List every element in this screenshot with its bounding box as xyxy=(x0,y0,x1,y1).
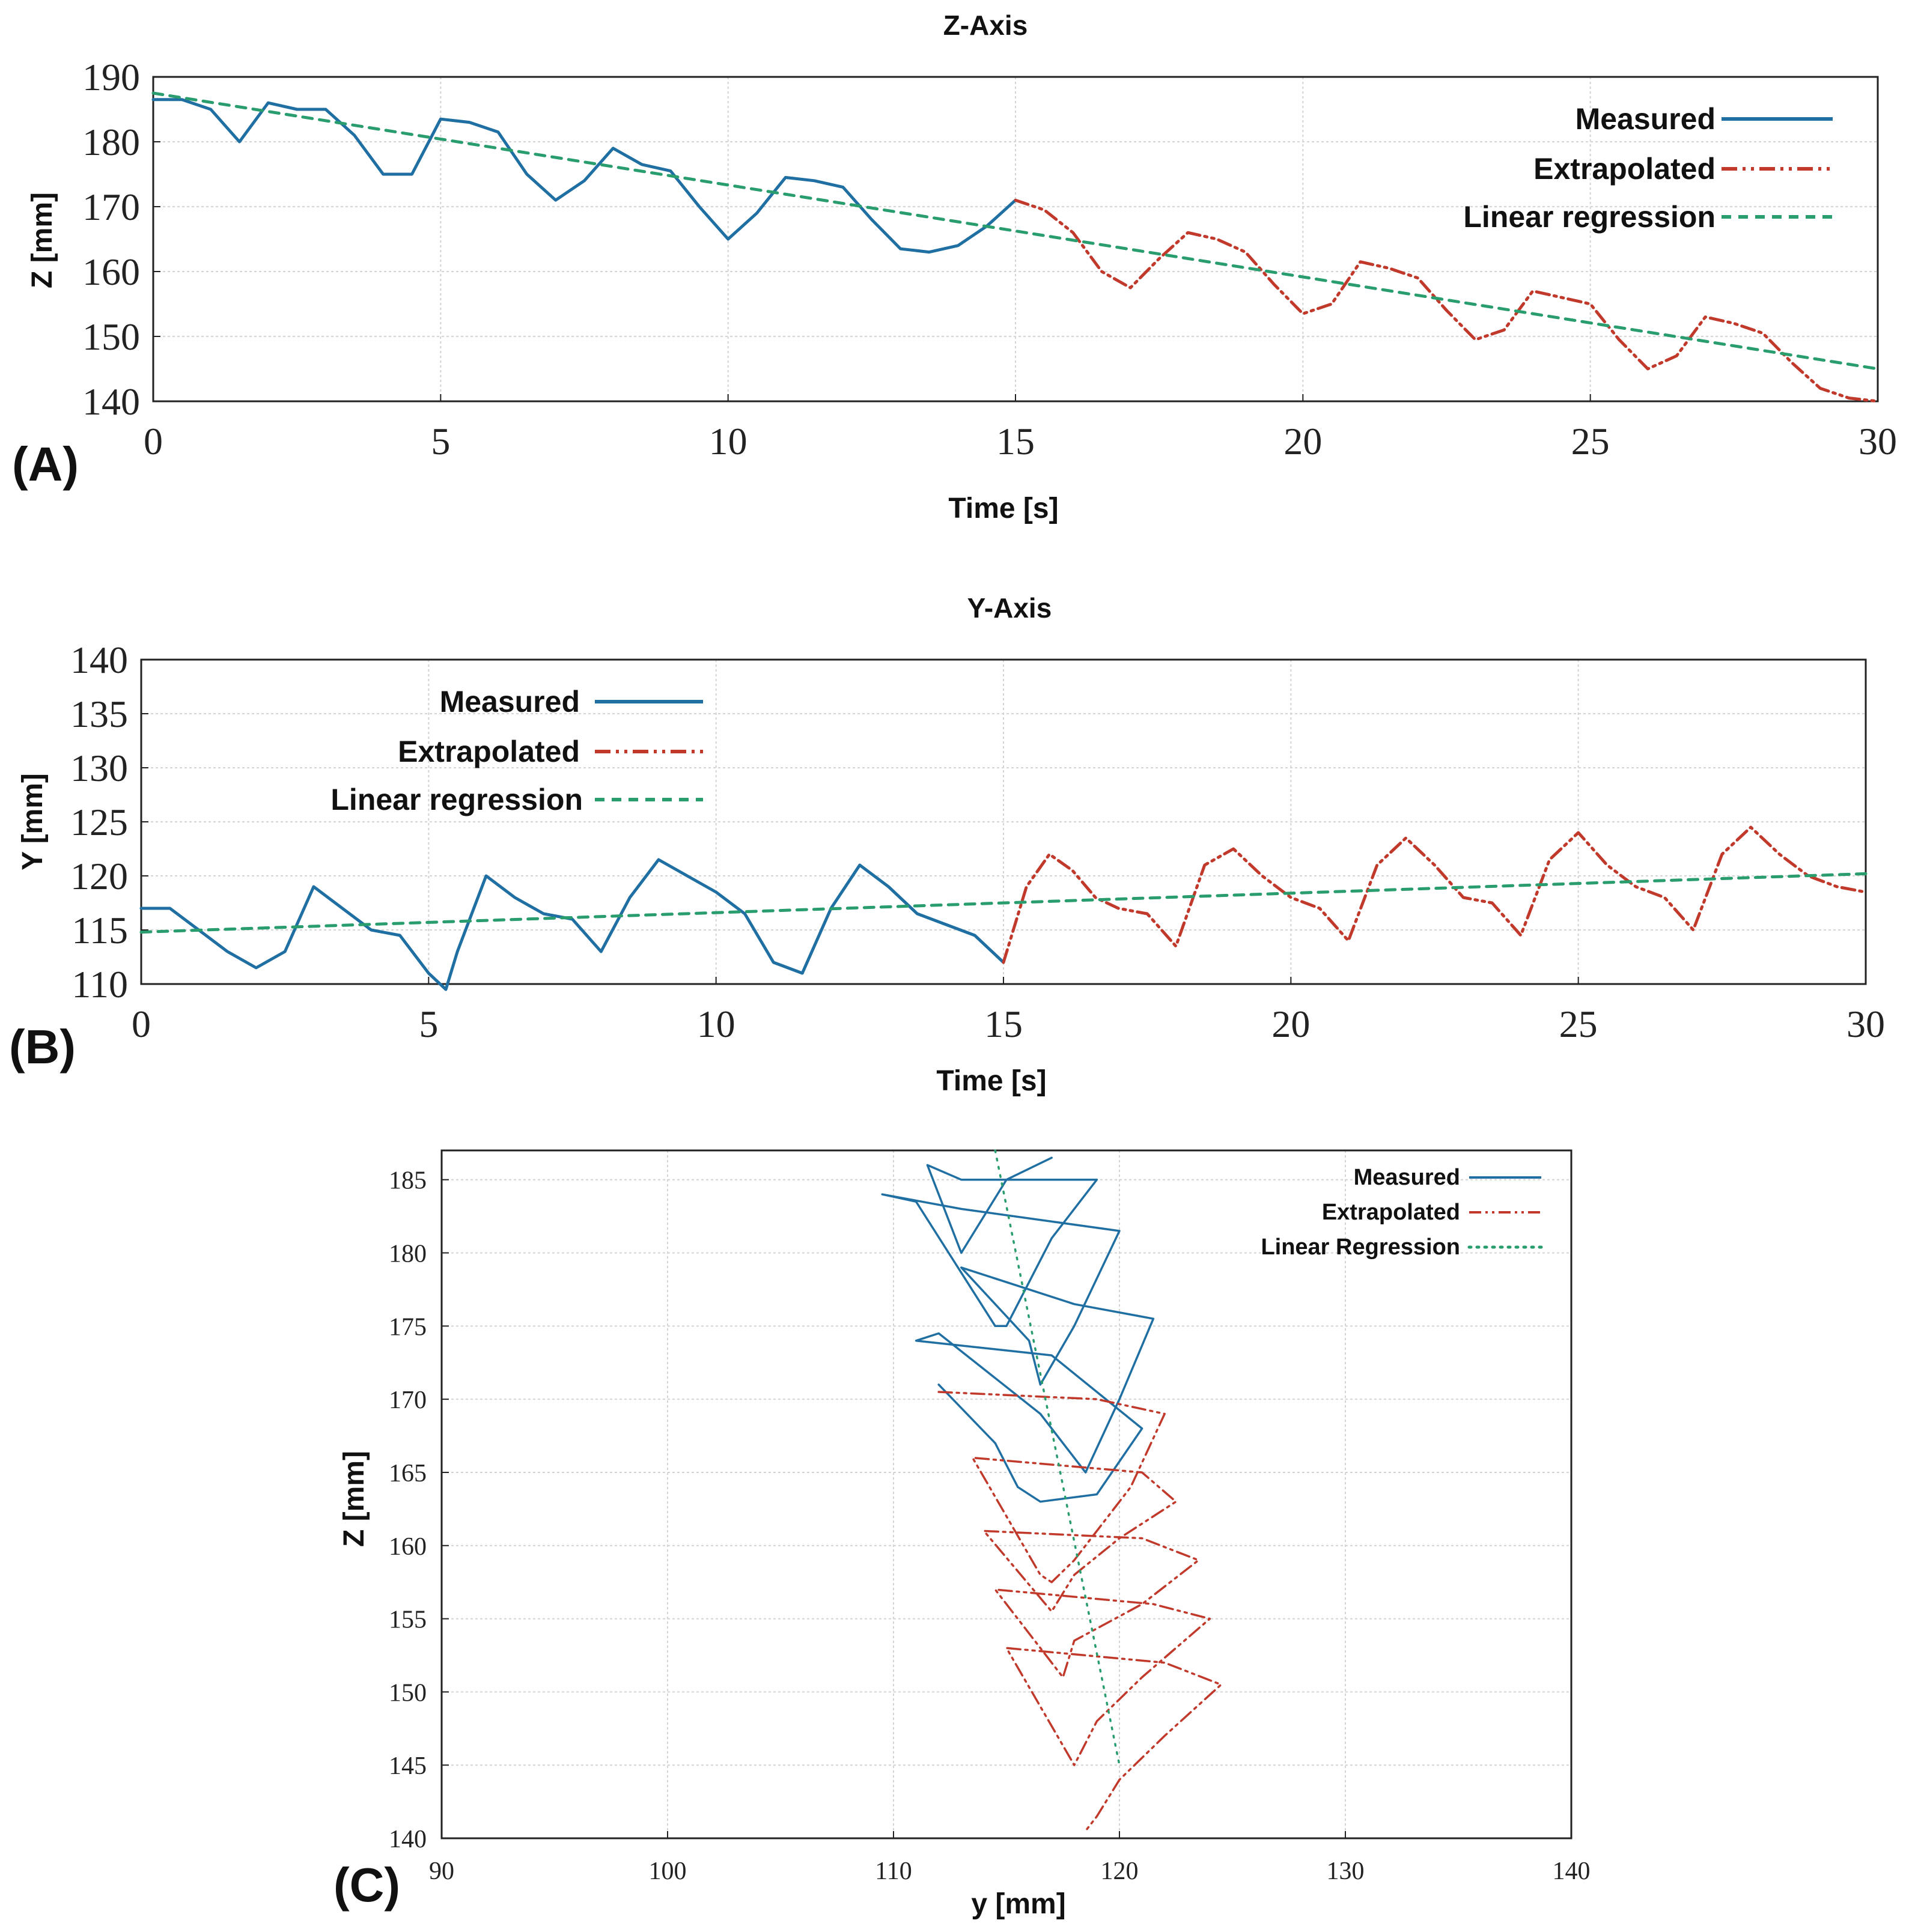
panel-c-y-tick-label: 170 xyxy=(389,1387,427,1414)
panel-a-x-tick-label: 5 xyxy=(431,420,450,463)
panel-b-legend-measured: Measured xyxy=(440,685,580,718)
panel-b-title: Y-Axis xyxy=(967,592,1052,624)
panel-a-y-axis-label: Z [mm] xyxy=(26,192,58,288)
panel-c-x-tick-label: 140 xyxy=(1553,1858,1591,1885)
panel-c-series-linear-regression xyxy=(994,1149,1121,1766)
panel-c-y-tick-label: 150 xyxy=(389,1679,427,1707)
panel-a-x-tick-label: 10 xyxy=(709,420,747,463)
panel-c-x-tick-label: 120 xyxy=(1101,1858,1139,1885)
panel-b-y-tick-label: 140 xyxy=(70,639,128,681)
panel-b-y-axis-chart: Y-Axis 0 5 10 15 20 25 30 110 115 120 125 130 135 14… xyxy=(9,592,1885,1097)
panel-b-x-tick-label: 5 xyxy=(419,1003,438,1045)
panel-b-x-tick-label: 15 xyxy=(984,1003,1023,1045)
panel-a-series-extrapolated xyxy=(1014,198,1880,403)
panel-b-legend-extrapolated: Extrapolated xyxy=(398,735,580,768)
panel-c-y-tick-label: 140 xyxy=(389,1826,427,1853)
panel-b-x-tick-label: 0 xyxy=(132,1003,151,1045)
panel-b-legend: Measured Extrapolated Linear regression xyxy=(330,685,703,816)
panel-c-y-tick-label: 165 xyxy=(389,1460,427,1487)
panel-a-x-tick-label: 15 xyxy=(996,420,1035,463)
panel-c-y-tick-label: 145 xyxy=(389,1752,427,1780)
panel-c-plot-frame xyxy=(440,1149,1573,1839)
panel-c-label: (C) xyxy=(333,1858,400,1912)
panel-b-series-linear-regression xyxy=(139,872,1868,934)
panel-a-x-tick-label: 0 xyxy=(144,420,163,463)
panel-c-y-axis-label: Z [mm] xyxy=(338,1451,370,1547)
panel-a-legend-extrapolated: Extrapolated xyxy=(1533,152,1716,186)
panel-c-series-measured xyxy=(881,1156,1155,1503)
panel-a-series-measured xyxy=(151,98,1017,254)
panel-a-y-tick-label: 160 xyxy=(82,251,140,293)
panel-b-y-tick-label: 135 xyxy=(70,693,128,735)
panel-a-z-axis-chart: Z-Axis 0 5 10 15 20 25 30 140 150 160 170 180 190 T… xyxy=(12,10,1897,524)
panel-b-series-extrapolated xyxy=(1002,825,1868,964)
panel-c-x-axis-label: y [mm] xyxy=(971,1888,1065,1920)
panel-c-y-tick-label: 160 xyxy=(389,1533,427,1561)
panel-c-legend-extrapolated: Extrapolated xyxy=(1322,1200,1460,1225)
panel-c-yz-trajectory-chart: 90 100 110 120 130 140 140 145 150 155 160 165 170 1… xyxy=(333,1149,1591,1920)
panel-a-series-linear-regression xyxy=(151,91,1880,371)
panel-a-y-tick-label: 170 xyxy=(82,186,140,228)
panel-c-x-tick-label: 130 xyxy=(1327,1858,1365,1885)
panel-c-y-tick-label: 155 xyxy=(389,1606,427,1634)
panel-b-y-tick-label: 115 xyxy=(72,909,128,952)
panel-b-y-tick-label: 120 xyxy=(70,855,128,898)
panel-b-y-axis-label: Y [mm] xyxy=(17,773,49,870)
panel-b-y-tick-label: 125 xyxy=(70,801,128,843)
panel-a-y-tick-label: 180 xyxy=(82,121,140,163)
panel-a-legend-measured: Measured xyxy=(1576,102,1716,136)
panel-a-x-tick-label: 20 xyxy=(1283,420,1322,463)
panel-a-legend-regression: Linear regression xyxy=(1463,200,1716,234)
panel-a-label: (A) xyxy=(12,437,79,491)
panel-a-x-axis-label: Time [s] xyxy=(948,493,1058,524)
panel-b-x-tick-label: 10 xyxy=(697,1003,735,1045)
panel-c-y-tick-label: 180 xyxy=(389,1241,427,1268)
panel-c-legend-measured: Measured xyxy=(1354,1165,1460,1190)
panel-a-title: Z-Axis xyxy=(943,10,1028,41)
panel-c-legend: Measured Extrapolated Linear Regression xyxy=(1261,1165,1543,1260)
panel-a-x-tick-label: 30 xyxy=(1859,420,1897,463)
panel-b-x-tick-label: 20 xyxy=(1271,1003,1310,1045)
panel-b-label: (B) xyxy=(9,1020,76,1074)
panel-b-y-tick-label: 130 xyxy=(70,747,128,789)
panel-c-x-tick-label: 90 xyxy=(429,1858,454,1885)
panel-c-legend-regression: Linear Regression xyxy=(1261,1235,1460,1260)
panel-c-x-tick-label: 100 xyxy=(649,1858,687,1885)
panel-c-y-tick-label: 185 xyxy=(389,1167,427,1195)
panel-a-y-tick-label: 150 xyxy=(82,315,140,358)
panel-c-series-extrapolated xyxy=(937,1391,1222,1832)
panel-a-legend: Measured Extrapolated Linear regression xyxy=(1463,102,1833,234)
panel-a-y-tick-label: 190 xyxy=(82,56,140,99)
panel-b-x-tick-label: 30 xyxy=(1847,1003,1885,1045)
panel-b-x-axis-label: Time [s] xyxy=(936,1065,1046,1097)
panel-c-y-tick-label: 175 xyxy=(389,1313,427,1341)
panel-b-y-tick-label: 110 xyxy=(72,963,128,1006)
panel-b-series-measured xyxy=(139,858,1005,991)
panel-a-x-tick-label: 25 xyxy=(1571,420,1610,463)
panel-b-x-tick-label: 25 xyxy=(1559,1003,1598,1045)
panel-c-x-tick-label: 110 xyxy=(875,1858,912,1885)
panel-b-legend-regression: Linear regression xyxy=(330,783,583,816)
panel-a-y-tick-label: 140 xyxy=(82,380,140,423)
